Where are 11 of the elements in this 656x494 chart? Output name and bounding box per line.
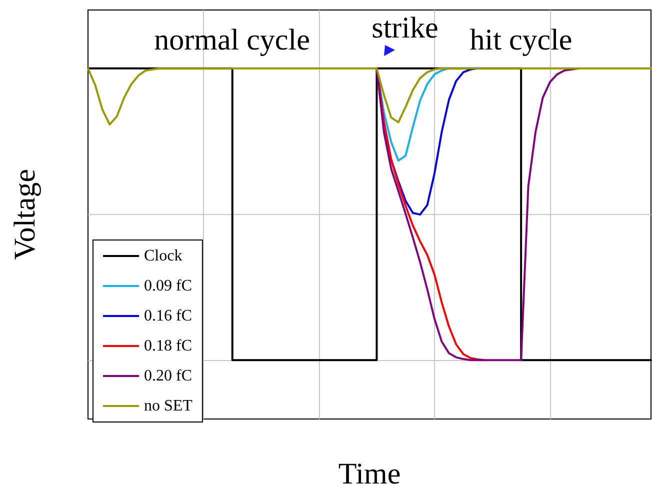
legend-label: 0.18 fC xyxy=(144,338,192,354)
text: normal cycle xyxy=(154,24,310,56)
legend-label: no SET xyxy=(144,398,193,414)
text: hit cycle xyxy=(470,24,572,56)
x-axis-title: Time xyxy=(338,458,401,490)
legend-label: 0.16 fC xyxy=(144,308,192,324)
y-axis-title: Voltage xyxy=(8,168,42,260)
legend-label: Clock xyxy=(144,248,182,264)
legend-label: 0.09 fC xyxy=(144,278,192,294)
text: strike xyxy=(372,12,438,44)
legend-label: 0.20 fC xyxy=(144,368,192,384)
